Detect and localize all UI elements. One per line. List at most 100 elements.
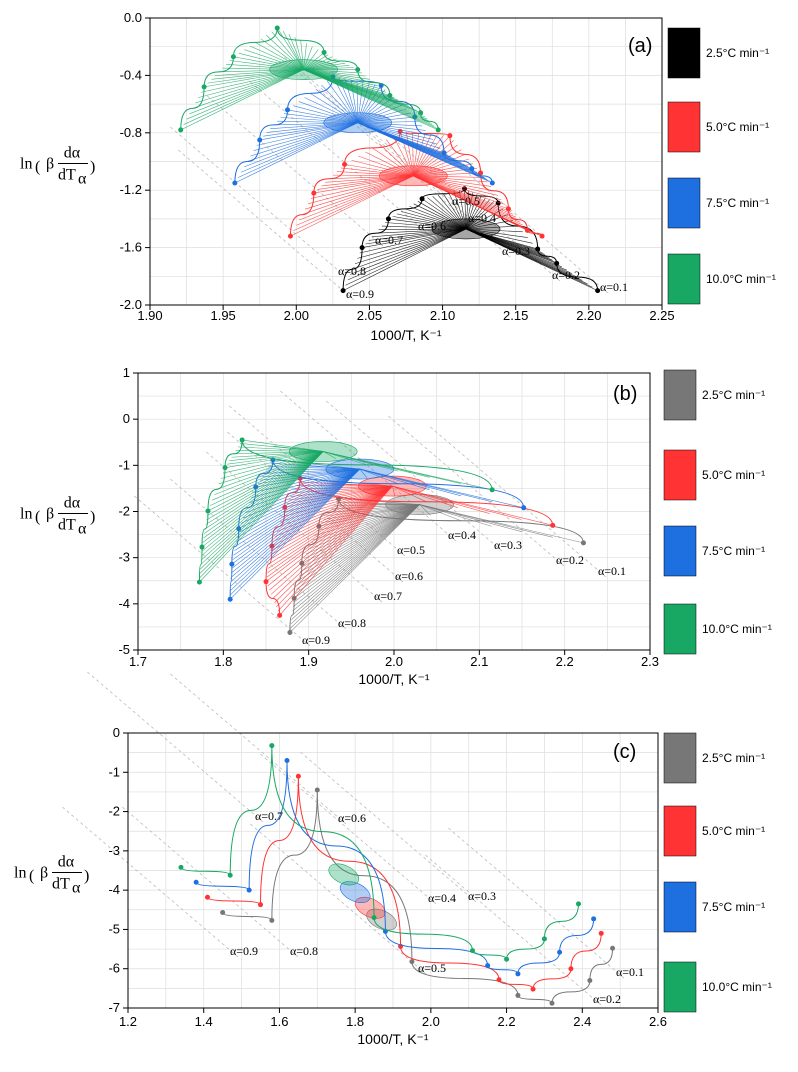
- fan-ray: [413, 175, 495, 192]
- y-label-subscript: α: [78, 171, 87, 188]
- data-point: [287, 629, 293, 635]
- fan-ray: [352, 228, 467, 270]
- data-point: [269, 743, 275, 749]
- data-point: [236, 526, 242, 532]
- alpha-label: α=0.9: [230, 944, 258, 958]
- x-axis-label: 1000/T, K⁻¹: [358, 671, 430, 687]
- fan-ray: [231, 468, 361, 569]
- fan-ray: [299, 175, 414, 221]
- data-point: [196, 579, 202, 585]
- fan-ray: [203, 451, 324, 539]
- data-point: [557, 949, 563, 955]
- data-point: [387, 92, 393, 98]
- data-point: [469, 166, 475, 172]
- fan-ray: [413, 175, 502, 201]
- fan-ray: [303, 504, 420, 559]
- fan-ray: [294, 485, 393, 490]
- fan-ray: [357, 116, 415, 124]
- data-point: [227, 596, 233, 602]
- fan-ray: [303, 69, 366, 77]
- x-tick-label: 2.3: [641, 654, 659, 669]
- fan-ray: [328, 504, 420, 513]
- fan-ray: [303, 62, 346, 70]
- fan-ray: [303, 65, 350, 70]
- fan-ray: [365, 228, 467, 245]
- fan-ray: [235, 468, 361, 543]
- alpha-label: α=0.4: [428, 891, 456, 905]
- fan-ray: [273, 122, 358, 126]
- fan-ray: [282, 30, 304, 70]
- series-line: [180, 745, 579, 960]
- fan-ray: [325, 175, 414, 183]
- fan-ray: [250, 122, 358, 157]
- y-label-ln: ln: [20, 506, 32, 523]
- alpha-label: α=0.2: [556, 553, 584, 567]
- series-3: [227, 457, 527, 602]
- fan-ray: [359, 468, 493, 503]
- fan-ray: [247, 468, 360, 509]
- data-point: [340, 288, 346, 294]
- x-tick-label: 1.9: [300, 654, 318, 669]
- x-tick-label: 1.6: [270, 1014, 288, 1029]
- fan-ray: [199, 451, 324, 583]
- fan-ray: [362, 228, 467, 248]
- fan-ray: [413, 140, 454, 177]
- fan-ray: [413, 154, 466, 177]
- fan-ray: [280, 117, 358, 124]
- fan-ray: [276, 485, 393, 532]
- legend-swatch: [667, 101, 701, 153]
- alpha-label: α=0.7: [375, 233, 403, 247]
- fan-ray: [231, 468, 361, 565]
- fan-ray: [392, 485, 490, 514]
- data-point: [385, 216, 391, 222]
- fan-ray: [294, 37, 304, 70]
- plot-frame: [149, 17, 663, 306]
- y-tick-label: -1: [108, 764, 120, 779]
- fan-ray: [465, 197, 486, 230]
- fan-ray: [392, 485, 522, 520]
- fan-ray: [315, 88, 358, 123]
- y-tick-label: -5: [118, 642, 130, 657]
- legend-label: 5.0°C min⁻¹: [706, 120, 769, 134]
- data-point: [285, 107, 291, 113]
- data-point: [342, 161, 348, 167]
- fan-ray: [400, 211, 467, 230]
- alpha-label: α=0.1: [616, 965, 644, 979]
- fan-ray: [198, 69, 304, 98]
- fan-ray: [230, 468, 361, 596]
- data-point: [311, 190, 317, 196]
- fan-ray: [290, 175, 414, 237]
- fan-ray: [195, 69, 304, 104]
- data-point: [232, 180, 238, 186]
- series-1: [287, 494, 586, 635]
- fan-ray: [359, 228, 467, 254]
- fan-ray: [303, 58, 337, 70]
- fan-ray: [292, 485, 393, 494]
- legend-label: 5.0°C min⁻¹: [702, 468, 765, 482]
- data-point: [524, 227, 530, 233]
- fan-ray: [419, 504, 523, 533]
- fan-ray: [465, 199, 490, 230]
- fan-ray: [229, 468, 361, 600]
- data-point: [554, 260, 560, 266]
- data-point: [549, 1000, 555, 1006]
- fan-ray: [283, 113, 358, 124]
- fan-ray: [304, 175, 414, 210]
- y-tick-label: -6: [108, 961, 120, 976]
- confidence-ellipse: [328, 863, 360, 886]
- legend-swatch: [667, 177, 701, 229]
- fan-ray: [357, 122, 437, 145]
- fan-ray: [312, 504, 420, 541]
- fan-ray: [249, 45, 304, 70]
- data-point: [568, 966, 574, 972]
- data-point: [258, 902, 263, 908]
- y-label-paren-open: (: [35, 159, 40, 176]
- fan-ray: [277, 120, 358, 124]
- fan-ray: [265, 485, 393, 582]
- alpha-label: α=0.8: [338, 616, 366, 630]
- y-label-beta: β: [46, 156, 54, 173]
- y-tick-label: -2: [118, 504, 130, 519]
- fan-ray: [240, 468, 360, 524]
- fan-ray: [189, 69, 304, 115]
- x-tick-label: 1.8: [214, 654, 232, 669]
